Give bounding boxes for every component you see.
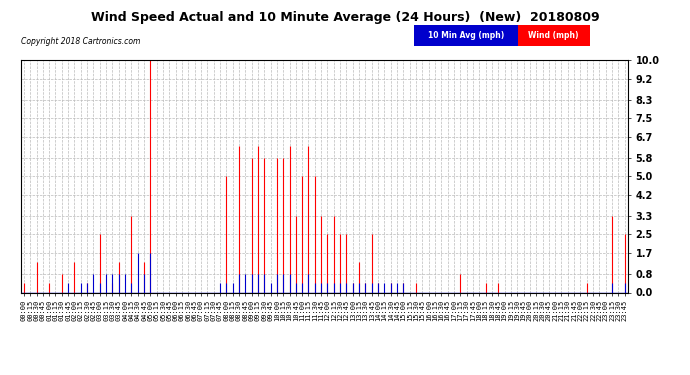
Text: 10 Min Avg (mph): 10 Min Avg (mph) bbox=[428, 31, 504, 40]
Text: Wind (mph): Wind (mph) bbox=[529, 31, 579, 40]
Text: Copyright 2018 Cartronics.com: Copyright 2018 Cartronics.com bbox=[21, 38, 140, 46]
Text: Wind Speed Actual and 10 Minute Average (24 Hours)  (New)  20180809: Wind Speed Actual and 10 Minute Average … bbox=[90, 11, 600, 24]
